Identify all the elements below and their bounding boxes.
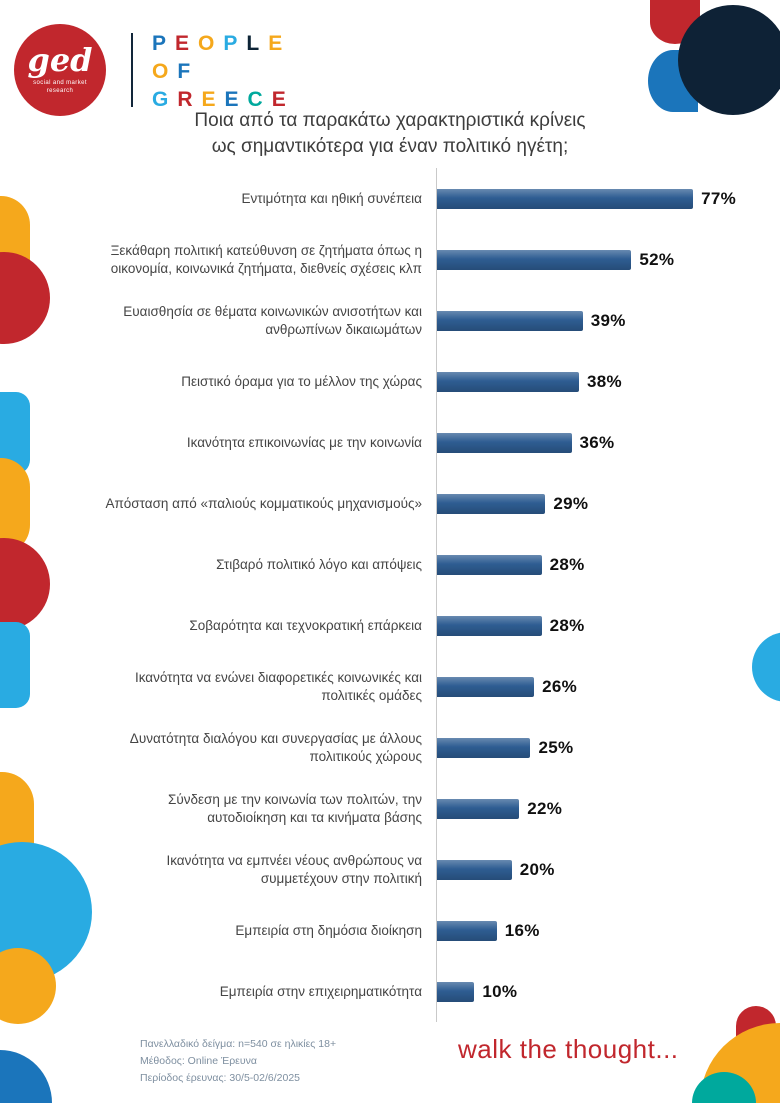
bar-area: 77% xyxy=(436,168,736,229)
decorative-shape xyxy=(0,1050,52,1103)
bar-area: 29% xyxy=(436,473,736,534)
bar xyxy=(437,981,475,1002)
category-label: Ικανότητα να ενώνει διαφορετικές κοινωνι… xyxy=(134,670,422,703)
bar-area: 26% xyxy=(436,656,736,717)
bar xyxy=(437,798,520,819)
category-label: Εμπειρία στην επιχειρηματικότητα xyxy=(219,983,422,999)
bar-area: 20% xyxy=(436,839,736,900)
value-label: 39% xyxy=(590,310,626,330)
chart-row: Δυνατότητα διαλόγου και συνεργασίας με ά… xyxy=(90,717,736,778)
bar xyxy=(437,432,572,453)
methodology-notes: Πανελλαδικό δείγμα: n=540 σε ηλικίες 18+… xyxy=(140,1036,336,1086)
bar xyxy=(437,493,546,514)
note-method: Μέθοδος: Online Έρευνα xyxy=(140,1054,257,1067)
wordmark-line: GREECE xyxy=(152,88,295,111)
bar-area: 52% xyxy=(436,229,736,290)
chart-row: Στιβαρό πολιτικό λόγο και απόψεις 28% xyxy=(90,534,736,595)
value-label: 22% xyxy=(527,798,563,818)
header-divider xyxy=(131,33,133,107)
logo-subtext: social and market research xyxy=(33,80,87,94)
wordmark-line: OF xyxy=(152,60,200,83)
decorative-shape xyxy=(678,5,780,115)
category-label: Σοβαρότητα και τεχνοκρατική επάρκεια xyxy=(189,617,422,633)
chart-row: Ξεκάθαρη πολιτική κατεύθυνση σε ζητήματα… xyxy=(90,229,736,290)
tagline: walk the thought... xyxy=(458,1034,679,1064)
value-label: 38% xyxy=(587,371,622,391)
bar xyxy=(437,737,531,758)
bar-area: 39% xyxy=(436,290,736,351)
logo-text: ged xyxy=(27,41,93,80)
chart-row: Ικανότητα να ενώνει διαφορετικές κοινωνι… xyxy=(90,656,736,717)
value-label: 16% xyxy=(504,920,540,940)
chart-row: Ικανότητα να εμπνέει νέους ανθρώπους να … xyxy=(90,839,736,900)
bar-area: 28% xyxy=(436,534,736,595)
bar-area: 25% xyxy=(436,717,736,778)
bar-area: 22% xyxy=(436,778,736,839)
chart-row: Ικανότητα επικοινωνίας με την κοινωνία 3… xyxy=(90,412,736,473)
category-label: Πειστικό όραμα για το μέλλον της χώρας xyxy=(181,373,422,389)
bar xyxy=(437,615,542,636)
category-label: Στιβαρό πολιτικό λόγο και απόψεις xyxy=(216,556,422,572)
chart-row: Απόσταση από «παλιούς κομματικούς μηχανι… xyxy=(90,473,736,534)
bar xyxy=(437,188,694,209)
decorative-shape xyxy=(752,632,780,702)
value-label: 29% xyxy=(553,493,589,513)
chart-row: Εντιμότητα και ηθική συνέπεια 77% xyxy=(90,168,736,229)
chart-row: Ευαισθησία σε θέματα κοινωνικών ανισοτήτ… xyxy=(90,290,736,351)
chart-row: Σοβαρότητα και τεχνοκρατική επάρκεια 28% xyxy=(90,595,736,656)
chart-rows: Εντιμότητα και ηθική συνέπεια 77% Ξεκάθα… xyxy=(90,168,736,1022)
note-sample: Πανελλαδικό δείγμα: n=540 σε ηλικίες 18+ xyxy=(140,1038,337,1050)
chart-row: Πειστικό όραμα για το μέλλον της χώρας 3… xyxy=(90,351,736,412)
chart-row: Εμπειρία στη δημόσια διοίκηση 16% xyxy=(90,900,736,961)
bar xyxy=(437,371,580,392)
decorative-shape xyxy=(0,538,50,630)
bar xyxy=(437,310,583,331)
value-label: 25% xyxy=(538,737,574,757)
value-label: 26% xyxy=(542,676,578,696)
ged-logo: ged social and market research xyxy=(14,24,106,116)
brand-wordmark: PEOPLE OF GREECE xyxy=(152,30,295,114)
bar-area: 16% xyxy=(436,900,736,961)
value-label: 20% xyxy=(519,859,555,879)
value-label: 52% xyxy=(639,249,675,269)
value-label: 36% xyxy=(579,432,615,452)
category-label: Ξεκάθαρη πολιτική κατεύθυνση σε ζητήματα… xyxy=(110,243,422,276)
bar xyxy=(437,249,632,270)
value-label: 28% xyxy=(549,554,585,574)
category-label: Ικανότητα επικοινωνίας με την κοινωνία xyxy=(186,434,422,450)
note-period: Περίοδος έρευνας: 30/5-02/6/2025 xyxy=(140,1071,301,1084)
bar xyxy=(437,554,542,575)
decorative-shape xyxy=(0,252,50,344)
category-label: Εμπειρία στη δημόσια διοίκηση xyxy=(235,922,422,938)
value-label: 77% xyxy=(701,188,736,208)
category-label: Εντιμότητα και ηθική συνέπεια xyxy=(241,190,422,206)
title-line-1: Ποια από τα παρακάτω χαρακτηριστικά κρίν… xyxy=(194,110,586,131)
category-label: Ευαισθησία σε θέματα κοινωνικών ανισοτήτ… xyxy=(123,304,422,337)
value-label: 10% xyxy=(482,981,518,1001)
chart-row: Σύνδεση με την κοινωνία των πολιτών, την… xyxy=(90,778,736,839)
chart-row: Εμπειρία στην επιχειρηματικότητα 10% xyxy=(90,961,736,1022)
bar-chart: Εντιμότητα και ηθική συνέπεια 77% Ξεκάθα… xyxy=(90,168,736,1022)
category-label: Σύνδεση με την κοινωνία των πολιτών, την… xyxy=(167,792,422,825)
bar-area: 10% xyxy=(436,961,736,1022)
category-label: Ικανότητα να εμπνέει νέους ανθρώπους να … xyxy=(166,853,422,886)
category-label: Δυνατότητα διαλόγου και συνεργασίας με ά… xyxy=(129,731,422,764)
decorative-shape xyxy=(0,622,30,708)
category-label: Απόσταση από «παλιούς κομματικούς μηχανι… xyxy=(105,495,422,511)
value-label: 28% xyxy=(549,615,585,635)
bar xyxy=(437,676,535,697)
bar-area: 38% xyxy=(436,351,736,412)
page-title: Ποια από τα παρακάτω χαρακτηριστικά κρίν… xyxy=(60,108,720,159)
bar-area: 28% xyxy=(436,595,736,656)
bar xyxy=(437,859,512,880)
bar-area: 36% xyxy=(436,412,736,473)
bar xyxy=(437,920,497,941)
title-line-2: ως σημαντικότερα για έναν πολιτικό ηγέτη… xyxy=(211,135,569,157)
wordmark-line: PEOPLE xyxy=(152,32,292,55)
